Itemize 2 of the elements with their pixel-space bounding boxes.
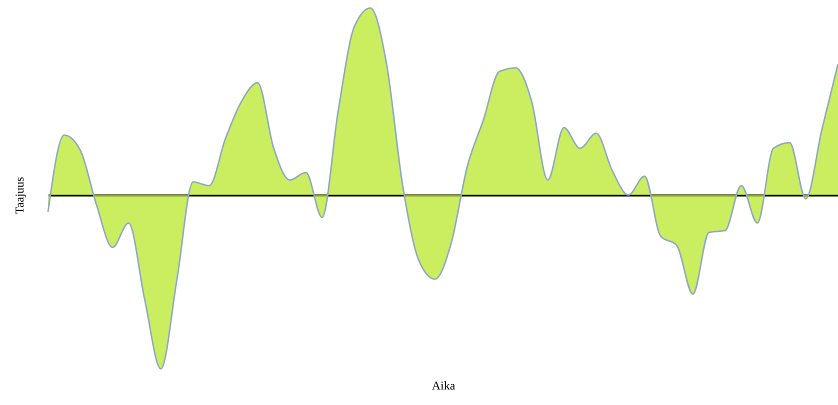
x-axis-title: Aika: [432, 378, 456, 392]
y-axis-title: Taajuus: [12, 176, 26, 214]
